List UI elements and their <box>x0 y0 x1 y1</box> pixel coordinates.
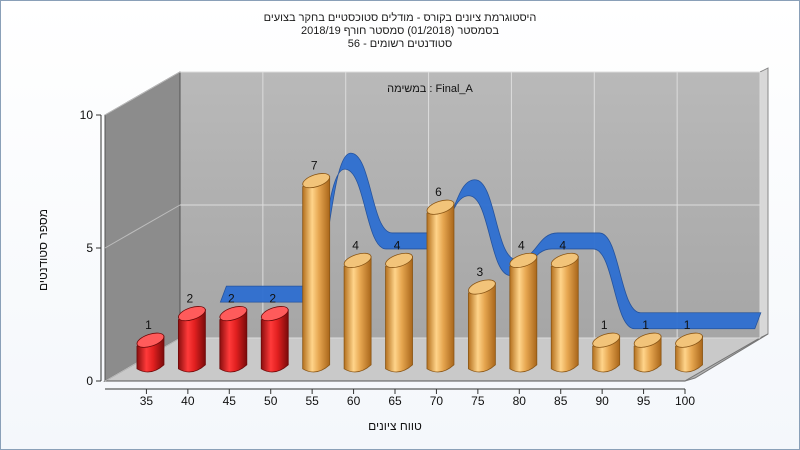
x-tick-label: 35 <box>140 394 154 408</box>
x-tick-label: 85 <box>554 394 568 408</box>
bar-value-label: 4 <box>559 238 566 252</box>
x-tick-label: 60 <box>347 394 361 408</box>
bar <box>343 255 372 373</box>
bar-cap <box>675 332 703 348</box>
x-tick-label: 40 <box>181 394 195 408</box>
bar <box>302 176 331 373</box>
x-tick-label: 65 <box>388 394 402 408</box>
chart-right-wall <box>759 67 769 339</box>
gridline-left-wall <box>104 71 181 116</box>
bar-cap <box>509 252 538 268</box>
bar-cap <box>426 199 455 215</box>
bar <box>467 282 496 373</box>
x-tick-label: 100 <box>675 394 695 408</box>
trend-ribbon <box>219 152 762 330</box>
bar-cap <box>592 332 621 348</box>
chart-title-line-2: בסמסטר (01/2018) סמסטר חורף 2018/19 <box>300 25 500 37</box>
bar-cap <box>550 252 579 268</box>
bar <box>260 309 289 373</box>
gridline-left-wall <box>104 204 181 249</box>
chart-floor-edge <box>684 333 769 382</box>
x-tick-label: 50 <box>264 394 278 408</box>
y-axis-title: מספר סטודנטים <box>36 209 50 291</box>
bar-cap <box>136 332 165 348</box>
bar-value-label: 3 <box>477 265 484 279</box>
bar-value-label: 7 <box>311 159 318 173</box>
x-axis-title: טווח ציונים <box>368 419 422 433</box>
x-tick-label: 80 <box>513 394 527 408</box>
y-tick-label: 10 <box>80 108 94 122</box>
x-tick-label: 55 <box>305 394 319 408</box>
bar-cap <box>178 306 206 322</box>
x-tick-label: 95 <box>637 394 651 408</box>
bar-value-label: 1 <box>684 318 691 332</box>
bar <box>426 202 455 373</box>
bar-value-label: 4 <box>518 238 525 252</box>
bar-cap <box>468 279 496 295</box>
bar-value-label: 2 <box>269 292 276 306</box>
bar-cap <box>302 173 331 189</box>
bar-cap <box>219 306 248 322</box>
bar <box>509 255 538 373</box>
chart-subtitle: במשימה : Final_A <box>387 83 473 95</box>
y-tick-label: 0 <box>86 374 93 388</box>
bar-value-label: 1 <box>145 318 152 332</box>
bar <box>219 309 248 373</box>
x-tick-label: 45 <box>223 394 237 408</box>
bar-value-label: 1 <box>601 318 608 332</box>
bar-value-label: 4 <box>352 238 359 252</box>
bar-value-label: 2 <box>187 292 194 306</box>
bar-cap <box>260 306 289 322</box>
bar <box>385 255 413 373</box>
bar <box>177 309 206 373</box>
bar <box>550 255 579 373</box>
bar-cap <box>633 332 662 348</box>
bar-value-label: 2 <box>228 292 235 306</box>
y-tick-label: 5 <box>86 241 93 255</box>
bar-value-label: 4 <box>394 238 401 252</box>
bar-value-label: 6 <box>435 185 442 199</box>
x-tick-label: 75 <box>471 394 485 408</box>
bar-value-label: 1 <box>642 318 649 332</box>
x-tick-label: 90 <box>595 394 609 408</box>
bar-cap <box>343 252 372 268</box>
chart-title-line-3: סטודנטים רשומים - 56 <box>347 38 453 50</box>
bar-cap <box>385 252 413 268</box>
chart-title-line-1: היסטוגרמת ציונים בקורס - מודלים סטוכסטיי… <box>263 12 537 24</box>
x-tick-label: 70 <box>430 394 444 408</box>
